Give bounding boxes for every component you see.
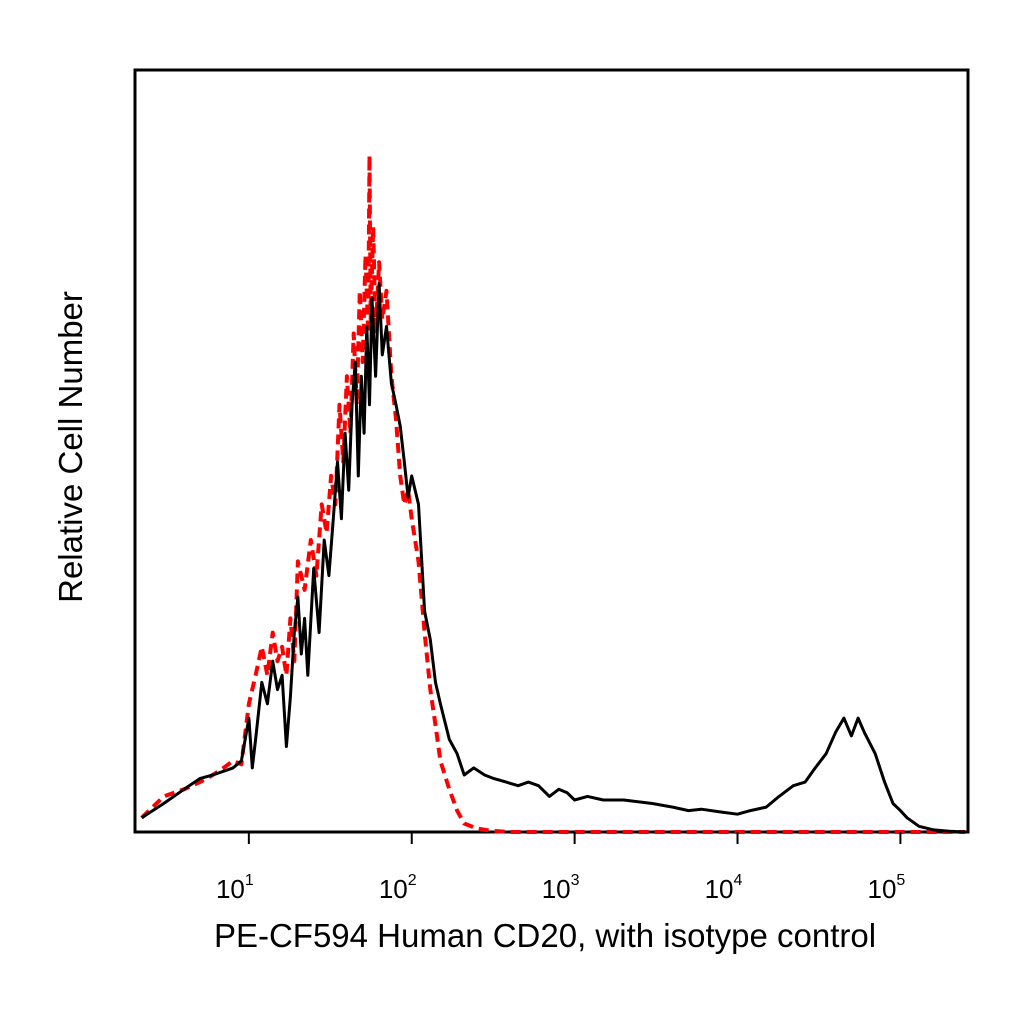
x-tick-label: 105 <box>867 872 905 904</box>
plot-area <box>133 68 970 834</box>
isotype-control-series-line <box>140 153 966 834</box>
x-tick-label: 101 <box>216 872 254 904</box>
x-tick-label: 103 <box>542 872 580 904</box>
x-tick-label: 104 <box>705 872 743 904</box>
x-axis-ticks: 101 102 103 104 105 <box>216 832 905 904</box>
x-axis-title: PE-CF594 Human CD20, with isotype contro… <box>214 917 876 954</box>
x-tick-label: 102 <box>379 872 417 904</box>
cd20-stained-series-line <box>140 282 966 834</box>
y-axis-title: Relative Cell Number <box>52 291 89 603</box>
